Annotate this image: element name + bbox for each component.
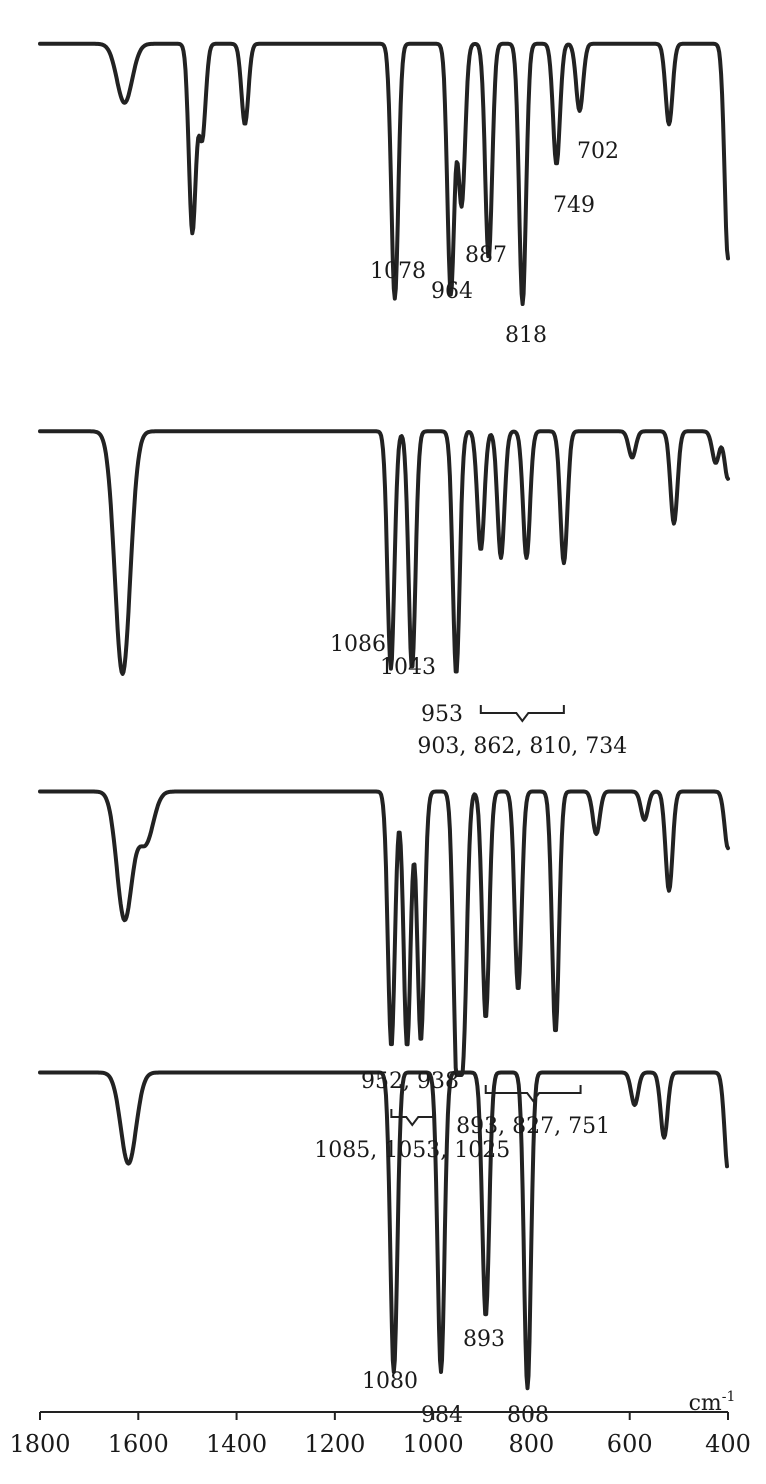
peak-bracket bbox=[390, 1109, 435, 1127]
spectrum-line-3 bbox=[38, 789, 730, 1077]
peak-label: 1080 bbox=[362, 1369, 418, 1394]
peak-label: 887 bbox=[465, 243, 507, 268]
spectra-group bbox=[38, 41, 730, 1391]
peak-label: 953 bbox=[421, 702, 463, 727]
x-tick-label: 1400 bbox=[206, 1430, 267, 1458]
x-tick-label: 1600 bbox=[108, 1430, 169, 1458]
spectrum-line-1 bbox=[38, 41, 730, 306]
spectrum-line-2 bbox=[38, 429, 730, 676]
peak-label: 1085, 1053, 1025 bbox=[314, 1138, 510, 1163]
spectrum-line-4 bbox=[38, 1070, 729, 1391]
x-tick-label: 400 bbox=[705, 1430, 751, 1458]
x-tick-label: 600 bbox=[607, 1430, 653, 1458]
peak-bracket bbox=[484, 1085, 582, 1103]
peak-label: 1086 bbox=[330, 632, 386, 657]
x-axis-unit-superscript: -1 bbox=[722, 1389, 736, 1405]
x-axis-ticks: 1800 1600 1400 1200 1000 800 600 400 bbox=[9, 1412, 751, 1458]
x-axis-unit-label: cm-1 bbox=[689, 1389, 736, 1416]
x-tick-label: 1000 bbox=[403, 1430, 464, 1458]
peak-label: 1043 bbox=[380, 655, 436, 680]
peak-label: 702 bbox=[577, 139, 619, 164]
peak-label: 749 bbox=[553, 193, 595, 218]
x-tick-label: 800 bbox=[509, 1430, 555, 1458]
peak-label: 964 bbox=[431, 279, 473, 304]
peak-label: 893, 827, 751 bbox=[456, 1114, 610, 1139]
peak-label: 893 bbox=[463, 1327, 505, 1352]
peak-label: 1078 bbox=[370, 259, 426, 284]
peak-label: 808 bbox=[507, 1403, 549, 1428]
peak-label: 952, 938 bbox=[361, 1069, 459, 1094]
peak-label: 818 bbox=[505, 323, 547, 348]
x-tick-label: 1800 bbox=[9, 1430, 70, 1458]
x-axis: 1800 1600 1400 1200 1000 800 600 400 cm-1 bbox=[9, 1389, 750, 1458]
x-tick-label: 1200 bbox=[304, 1430, 365, 1458]
peak-bracket bbox=[479, 705, 565, 723]
peak-label: 903, 862, 810, 734 bbox=[417, 734, 627, 759]
peak-label: 984 bbox=[421, 1403, 463, 1428]
